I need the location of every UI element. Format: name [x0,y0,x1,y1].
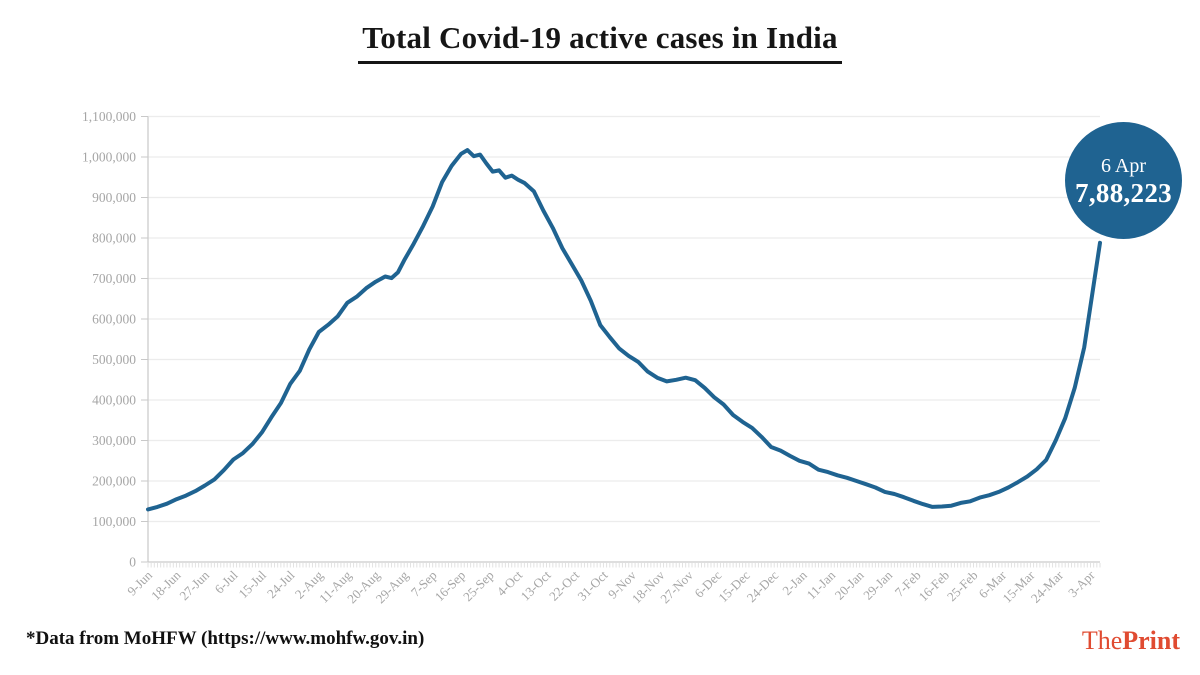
y-axis-ticks [141,116,148,563]
x-tick-label: 25-Sep [460,568,497,605]
x-tick-label: 20-Jan [832,567,867,602]
x-tick-label: 27-Jun [176,567,212,603]
y-tick-label: 1,000,000 [82,150,136,165]
theprint-logo: ThePrint [1082,626,1180,656]
y-tick-label: 900,000 [92,190,136,205]
brand-print: Print [1122,626,1180,655]
chart-header: Total Covid-19 active cases in India [0,20,1200,64]
y-tick-label: 0 [129,555,136,570]
badge-value-label: 7,88,223 [1075,177,1172,208]
x-tick-label: 29-Jan [860,567,895,602]
x-tick-label: 13-Oct [517,567,553,603]
y-tick-label: 100,000 [92,514,136,529]
y-tick-label: 200,000 [92,474,136,489]
x-axis-minor-ticks [147,563,1101,568]
x-tick-label: 22-Oct [546,567,582,603]
x-tick-label: 3-Apr [1065,567,1098,600]
y-tick-label: 400,000 [92,393,136,408]
badge-date-label: 6 Apr [1101,154,1146,177]
x-tick-label: 24-Mar [1028,567,1067,606]
x-tick-label: 24-Jul [264,567,298,601]
y-tick-label: 500,000 [92,352,136,367]
x-tick-label: 29-Aug [373,567,412,606]
brand-the: The [1081,626,1123,655]
y-tick-label: 300,000 [92,433,136,448]
x-tick-label: 16-Feb [915,568,952,605]
source-note: *Data from MoHFW (https://www.mohfw.gov.… [26,628,425,649]
active-cases-line [146,148,1102,512]
x-tick-label: 15-Jul [235,567,269,601]
latest-value-badge: 6 Apr 7,88,223 [1065,122,1182,239]
x-tick-label: 11-Jan [804,567,839,602]
x-tick-label: 18-Jun [148,567,184,603]
y-tick-label: 800,000 [92,231,136,246]
x-tick-label: 16-Sep [432,568,469,605]
y-tick-label: 700,000 [92,271,136,286]
y-axis-labels: 0 100,000 200,000 300,000 400,000 500,000 600,… [82,109,136,570]
x-tick-label: 31-Oct [574,567,610,603]
y-tick-label: 1,100,000 [82,109,136,124]
page-title: Total Covid-19 active cases in India [358,20,842,64]
x-tick-label: 24-Dec [744,567,782,605]
x-tick-label: 25-Feb [944,568,981,605]
gridlines [148,115,1100,523]
x-tick-label: 27-Nov [657,567,696,606]
y-tick-label: 600,000 [92,312,136,327]
